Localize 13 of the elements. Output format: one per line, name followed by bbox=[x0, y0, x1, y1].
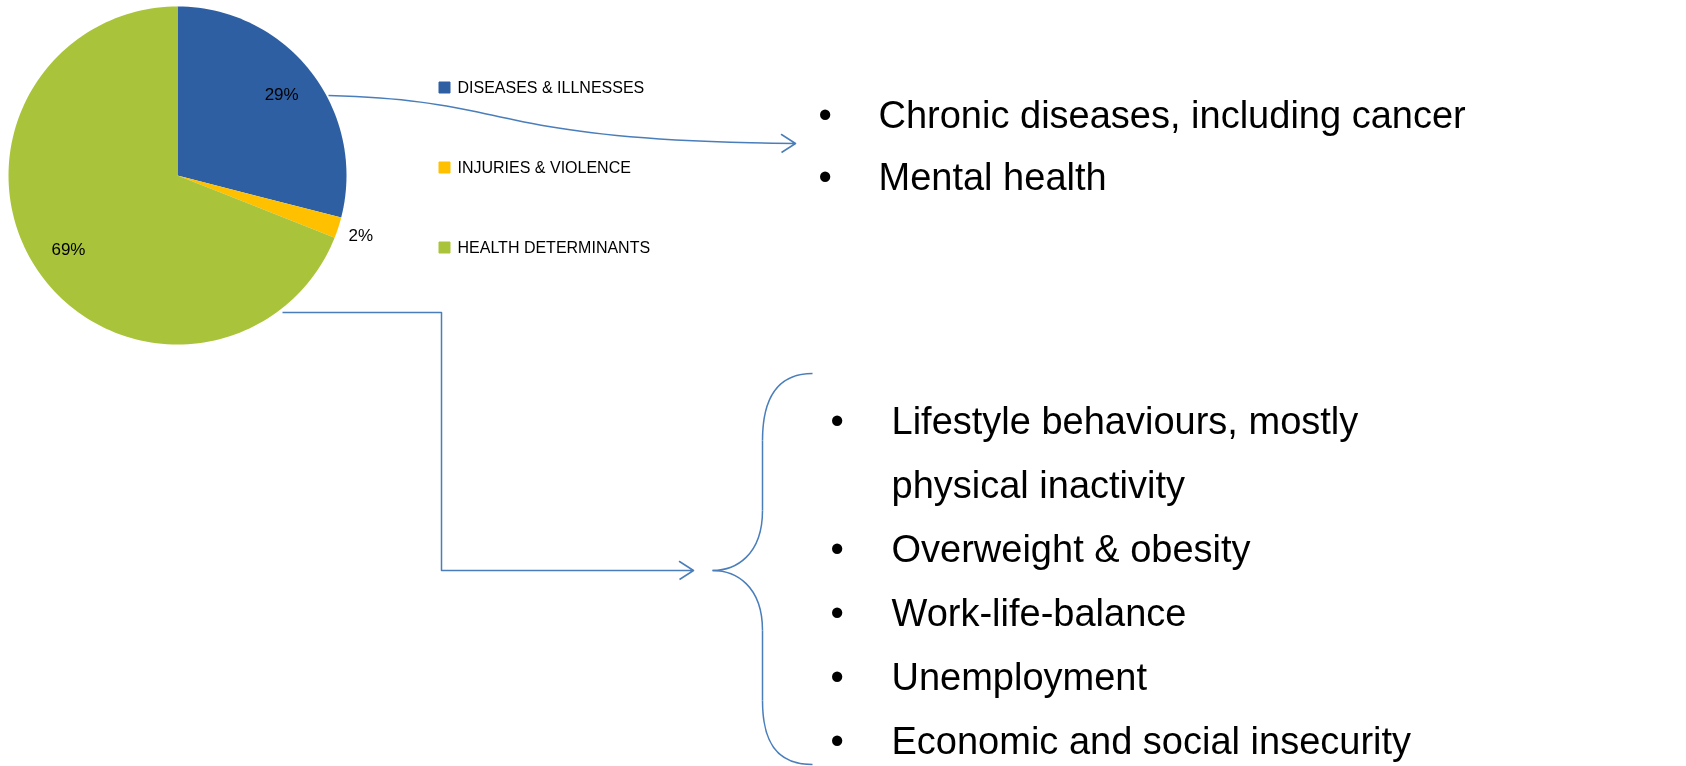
data-label: 29% bbox=[264, 85, 299, 105]
legend-label: INJURIES & VIOLENCE bbox=[457, 159, 631, 176]
text: • Mental health bbox=[818, 155, 1107, 198]
text: • Economic and social insecurity bbox=[830, 719, 1412, 762]
text: • Lifestyle behaviours, mostly physical inactivity bbox=[830, 399, 1359, 506]
text: • Overweight & obesity bbox=[830, 527, 1251, 570]
text: • Unemployment bbox=[830, 655, 1148, 698]
legend-label: DISEASES & ILLNESSES bbox=[457, 79, 645, 96]
legend-label: HEALTH DETERMINANTS bbox=[457, 239, 651, 256]
text: • Work-life-balance bbox=[830, 591, 1187, 634]
data-label: 69% bbox=[51, 240, 86, 260]
text: • Chronic diseases, including cancer bbox=[818, 93, 1466, 136]
data-label: 2% bbox=[348, 225, 374, 245]
